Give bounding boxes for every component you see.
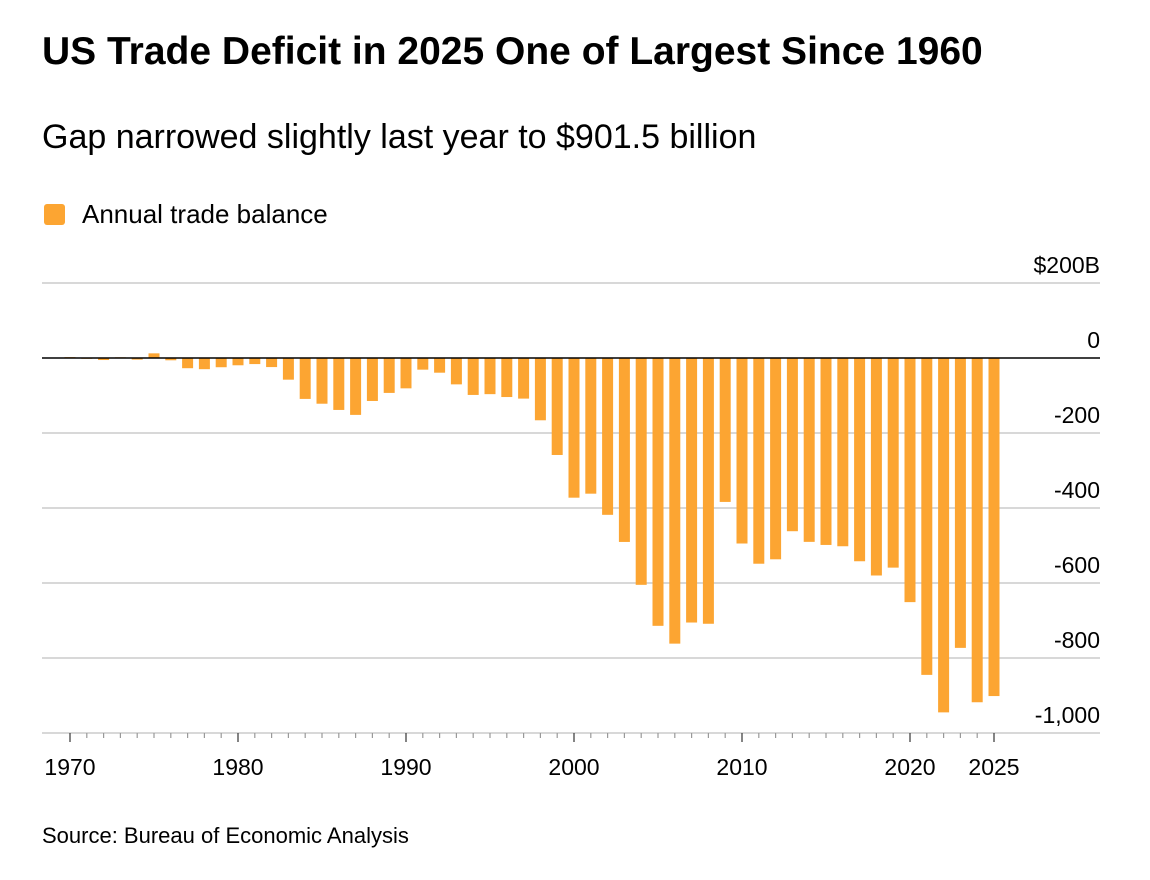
bar-2023: [954, 358, 966, 648]
bar-1977: [182, 358, 194, 369]
x-tick-label: 2000: [548, 754, 599, 780]
bar-1974: [131, 358, 143, 360]
x-tick-label: 1990: [380, 754, 431, 780]
x-tick-label: 1980: [212, 754, 263, 780]
bar-1992: [434, 358, 446, 373]
bar-1991: [417, 358, 429, 370]
bar-2018: [870, 358, 882, 576]
bar-2004: [635, 358, 647, 585]
bar-1984: [299, 358, 311, 399]
bar-2010: [736, 358, 748, 544]
bar-1980: [232, 358, 244, 366]
bar-2015: [820, 358, 832, 545]
axes: $200B 0 -200 -400 -600 -800 -1,000 1970 1980 1990…: [42, 252, 1100, 780]
y-tick-label: -600: [1054, 552, 1100, 578]
chart-legend: Annual trade balance: [44, 199, 328, 230]
bar-1983: [282, 358, 294, 380]
bar-1981: [249, 358, 261, 365]
bar-1987: [350, 358, 362, 415]
bar-2019: [887, 358, 899, 568]
bar-1994: [467, 358, 479, 395]
bar-1999: [551, 358, 563, 455]
bar-1982: [266, 358, 278, 368]
bar-2020: [904, 358, 916, 603]
bar-2005: [652, 358, 664, 626]
bar-1990: [400, 358, 412, 389]
bar-2008: [702, 358, 714, 624]
bar-2022: [938, 358, 950, 713]
bar-2003: [618, 358, 630, 542]
x-tick-label: 2020: [884, 754, 935, 780]
bar-2014: [803, 358, 815, 542]
bar-1988: [366, 358, 378, 401]
x-tick-label: 2025: [968, 754, 1019, 780]
y-tick-label: -400: [1054, 477, 1100, 503]
bar-2021: [921, 358, 933, 675]
bar-1995: [484, 358, 496, 395]
chart-title: US Trade Deficit in 2025 One of Largest …: [42, 30, 983, 73]
bar-2000: [568, 358, 580, 498]
bar-2011: [753, 358, 765, 564]
bar-2007: [686, 358, 698, 623]
bar-2001: [585, 358, 597, 494]
bar-1985: [316, 358, 328, 404]
bar-2002: [602, 358, 614, 515]
x-tick-label: 2010: [716, 754, 767, 780]
bar-1979: [215, 358, 227, 368]
bar-2009: [719, 358, 731, 502]
bar-2012: [770, 358, 782, 560]
bar-1997: [518, 358, 530, 399]
legend-swatch: [44, 204, 65, 225]
bar-2006: [669, 358, 681, 644]
legend-label: Annual trade balance: [82, 199, 328, 229]
x-tick-label: 1970: [44, 754, 95, 780]
bar-1998: [534, 358, 546, 421]
bar-1972: [98, 358, 110, 361]
bar-2013: [786, 358, 798, 532]
y-tick-label: -200: [1054, 402, 1100, 428]
source-note: Source: Bureau of Economic Analysis: [42, 823, 409, 848]
bars: [64, 353, 1000, 713]
bar-2017: [854, 358, 866, 562]
bar-2016: [837, 358, 849, 547]
bar-1993: [450, 358, 462, 385]
bar-1976: [165, 358, 177, 361]
bar-2025: [988, 358, 1000, 697]
bar-1975: [148, 353, 160, 358]
y-tick-label: -800: [1054, 627, 1100, 653]
y-tick-label: $200B: [1033, 252, 1100, 278]
chart-subtitle: Gap narrowed slightly last year to $901.…: [42, 118, 757, 156]
bar-2024: [971, 358, 983, 703]
bar-1996: [501, 358, 513, 398]
y-tick-label: -1,000: [1035, 702, 1100, 728]
bar-1986: [333, 358, 345, 410]
bar-1989: [383, 358, 395, 393]
bar-1978: [198, 358, 210, 370]
y-tick-label: 0: [1087, 327, 1100, 353]
